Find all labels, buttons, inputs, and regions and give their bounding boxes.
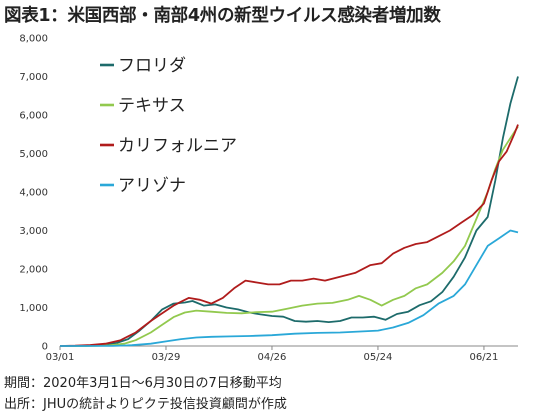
x-tick-label: 03/01: [46, 352, 75, 363]
series-lines: [59, 76, 519, 347]
y-tick-label: 0: [42, 342, 48, 353]
chart-title: 図表1：米国西部・南部4州の新型ウイルス感染者増加数: [4, 6, 441, 26]
x-tick-label: 04/26: [258, 352, 287, 363]
line-chart: 0 1,000 2,000 3,000 4,000 5,000 6,000 7,000 8,00…: [19, 34, 519, 363]
x-axis-ticks: 03/01 03/29 04/26 05/24 06/21: [46, 346, 499, 363]
x-tick-label: 03/29: [152, 352, 181, 363]
y-tick-label: 7,000: [19, 72, 48, 83]
y-tick-label: 5,000: [19, 149, 48, 160]
legend-label-3: カリフォルニア: [118, 136, 237, 156]
footer-source: 出所：JHUの統計よりピクテ投信投資顧問が作成: [4, 397, 287, 412]
legend-label-4: アリゾナ: [118, 176, 186, 196]
y-axis-ticks: 0 1,000 2,000 3,000 4,000 5,000 6,000 7,000 8,00…: [19, 34, 48, 353]
footer-period: 期間：2020年3月1日～6月30日の7日移動平均: [4, 376, 282, 391]
y-tick-label: 8,000: [19, 34, 48, 45]
y-tick-label: 3,000: [19, 226, 48, 237]
x-tick-label: 05/24: [364, 352, 393, 363]
series-line-1: [59, 76, 519, 347]
y-tick-label: 1,000: [19, 303, 48, 314]
x-tick-label: 06/21: [470, 352, 499, 363]
series-line-4: [59, 229, 519, 347]
series-line-2: [59, 126, 519, 347]
legend-label-1: フロリダ: [118, 56, 186, 76]
y-tick-label: 4,000: [19, 188, 48, 199]
y-tick-label: 2,000: [19, 265, 48, 276]
series-line-3: [59, 124, 519, 347]
legend-label-2: テキサス: [118, 96, 186, 116]
y-tick-label: 6,000: [19, 111, 48, 122]
